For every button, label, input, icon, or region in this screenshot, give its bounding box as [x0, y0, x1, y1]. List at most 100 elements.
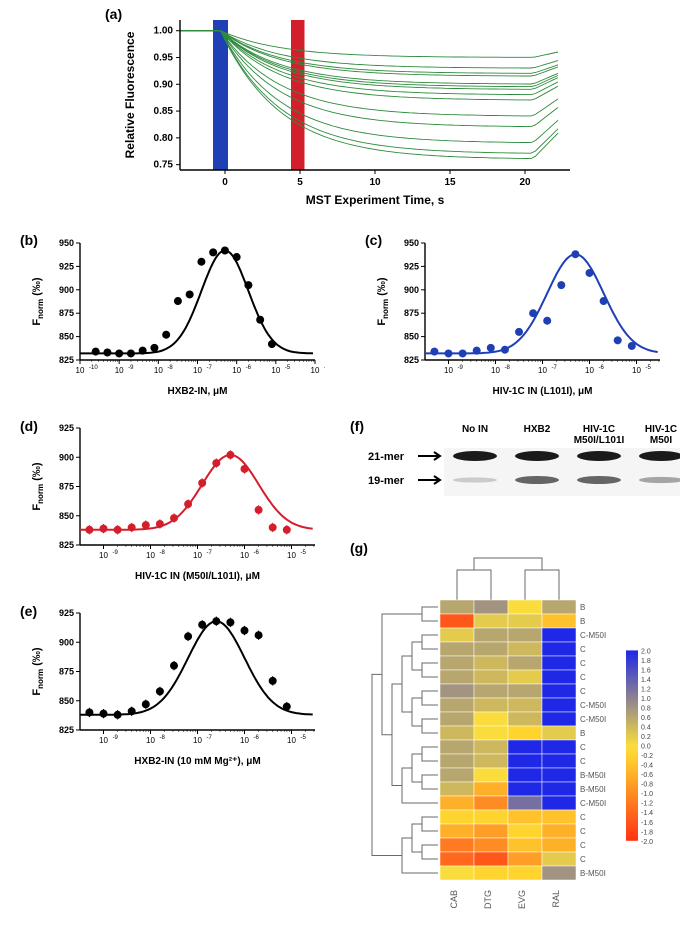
svg-text:B-M50I: B-M50I — [580, 785, 606, 794]
svg-text:MST Experiment Time, s: MST Experiment Time, s — [306, 193, 445, 207]
svg-text:-7: -7 — [207, 365, 213, 371]
svg-text:10: 10 — [193, 736, 202, 745]
svg-text:1.00: 1.00 — [154, 26, 174, 37]
svg-text:10: 10 — [240, 736, 249, 745]
svg-text:-8: -8 — [167, 365, 173, 371]
svg-text:10: 10 — [240, 551, 249, 560]
svg-text:10: 10 — [632, 366, 641, 375]
svg-text:HIV-1C: HIV-1C — [583, 424, 615, 435]
svg-text:19-mer: 19-mer — [368, 475, 405, 487]
svg-text:-6: -6 — [254, 550, 260, 556]
svg-text:M50I: M50I — [650, 435, 672, 446]
svg-text:21-mer: 21-mer — [368, 451, 405, 463]
svg-text:0.85: 0.85 — [154, 106, 174, 117]
svg-text:C: C — [580, 645, 586, 654]
svg-text:B-M50I: B-M50I — [580, 771, 606, 780]
svg-text:-7: -7 — [207, 735, 213, 741]
svg-text:1.0: 1.0 — [641, 696, 651, 703]
svg-text:HIV-1C: HIV-1C — [645, 424, 677, 435]
svg-text:0.8: 0.8 — [641, 706, 651, 713]
svg-text:C: C — [580, 757, 586, 766]
svg-text:875: 875 — [59, 667, 74, 677]
svg-text:850: 850 — [59, 511, 74, 521]
svg-text:-6: -6 — [246, 365, 252, 371]
svg-text:-5: -5 — [301, 735, 307, 741]
svg-text:20: 20 — [519, 177, 531, 188]
svg-text:HXB2-IN (10 mM Mg²⁺), μM: HXB2-IN (10 mM Mg²⁺), μM — [134, 756, 260, 767]
svg-text:C: C — [580, 841, 586, 850]
svg-text:850: 850 — [59, 332, 74, 342]
svg-text:B: B — [580, 603, 585, 612]
svg-text:-6: -6 — [599, 365, 605, 371]
svg-text:10: 10 — [146, 551, 155, 560]
svg-text:-5: -5 — [285, 365, 291, 371]
svg-text:1.6: 1.6 — [641, 667, 651, 674]
svg-text:-0.8: -0.8 — [641, 782, 653, 789]
svg-text:0.0: 0.0 — [641, 744, 651, 751]
svg-text:850: 850 — [404, 332, 419, 342]
svg-text:900: 900 — [59, 285, 74, 295]
svg-text:DTG: DTG — [483, 890, 493, 909]
svg-text:-0.6: -0.6 — [641, 772, 653, 779]
svg-text:C: C — [580, 813, 586, 822]
svg-text:10: 10 — [193, 551, 202, 560]
svg-text:825: 825 — [404, 355, 419, 365]
svg-text:-1.0: -1.0 — [641, 791, 653, 798]
heatmap: BBC-M50ICCCCC-M50IC-M50IBCCB-M50IB-M50IC… — [340, 540, 690, 935]
svg-text:875: 875 — [404, 308, 419, 318]
svg-text:-10: -10 — [89, 365, 98, 371]
svg-text:15: 15 — [444, 177, 456, 188]
svg-text:10: 10 — [287, 736, 296, 745]
svg-text:10: 10 — [585, 366, 594, 375]
svg-text:0.95: 0.95 — [154, 53, 174, 64]
svg-text:10: 10 — [76, 366, 85, 375]
svg-text:825: 825 — [59, 725, 74, 735]
binding-curve-d: 82585087590092510-910-810-710-610-5Fnorm… — [25, 420, 325, 585]
svg-text:825: 825 — [59, 355, 74, 365]
svg-text:B: B — [580, 729, 585, 738]
svg-text:HXB2-IN, μM: HXB2-IN, μM — [167, 386, 227, 397]
svg-text:5: 5 — [297, 177, 303, 188]
svg-text:0.75: 0.75 — [154, 160, 174, 171]
svg-text:-2.0: -2.0 — [641, 839, 653, 846]
svg-text:B: B — [580, 617, 585, 626]
svg-text:-4: -4 — [324, 365, 325, 371]
svg-text:C-M50I: C-M50I — [580, 715, 606, 724]
binding-curve-e: 82585087590092510-910-810-710-610-5Fnorm… — [25, 605, 325, 770]
svg-text:C: C — [580, 687, 586, 696]
svg-text:950: 950 — [404, 238, 419, 248]
svg-text:-8: -8 — [160, 550, 166, 556]
svg-text:-1.8: -1.8 — [641, 829, 653, 836]
svg-text:C: C — [580, 743, 586, 752]
svg-text:0.80: 0.80 — [154, 133, 174, 144]
svg-text:M50I/L101I: M50I/L101I — [574, 435, 625, 446]
svg-text:950: 950 — [59, 238, 74, 248]
svg-text:2.0: 2.0 — [641, 648, 651, 655]
svg-text:10: 10 — [444, 366, 453, 375]
svg-text:C: C — [580, 673, 586, 682]
svg-text:850: 850 — [59, 696, 74, 706]
svg-text:900: 900 — [59, 637, 74, 647]
svg-text:875: 875 — [59, 308, 74, 318]
svg-text:925: 925 — [59, 423, 74, 433]
svg-text:Fnorm (‰): Fnorm (‰) — [31, 277, 45, 325]
binding-curve-b: 82585087590092595010-1010-910-810-710-61… — [25, 235, 325, 400]
svg-text:10: 10 — [115, 366, 124, 375]
svg-text:HIV-1C IN (L101I), μM: HIV-1C IN (L101I), μM — [492, 386, 592, 397]
svg-text:EVG: EVG — [517, 890, 527, 909]
binding-curve-c: 82585087590092595010-910-810-710-610-5Fn… — [370, 235, 670, 400]
svg-text:-7: -7 — [207, 550, 213, 556]
svg-text:C-M50I: C-M50I — [580, 799, 606, 808]
svg-text:CAB: CAB — [449, 890, 459, 909]
svg-text:C-M50I: C-M50I — [580, 631, 606, 640]
svg-text:10: 10 — [311, 366, 320, 375]
svg-text:0.4: 0.4 — [641, 725, 651, 732]
svg-text:0.2: 0.2 — [641, 734, 651, 741]
svg-text:925: 925 — [404, 261, 419, 271]
svg-text:HIV-1C IN (M50I/L101I), μM: HIV-1C IN (M50I/L101I), μM — [135, 571, 260, 582]
svg-text:0: 0 — [222, 177, 228, 188]
svg-text:-1.6: -1.6 — [641, 820, 653, 827]
svg-text:10: 10 — [99, 736, 108, 745]
svg-text:-9: -9 — [113, 735, 119, 741]
svg-text:10: 10 — [193, 366, 202, 375]
